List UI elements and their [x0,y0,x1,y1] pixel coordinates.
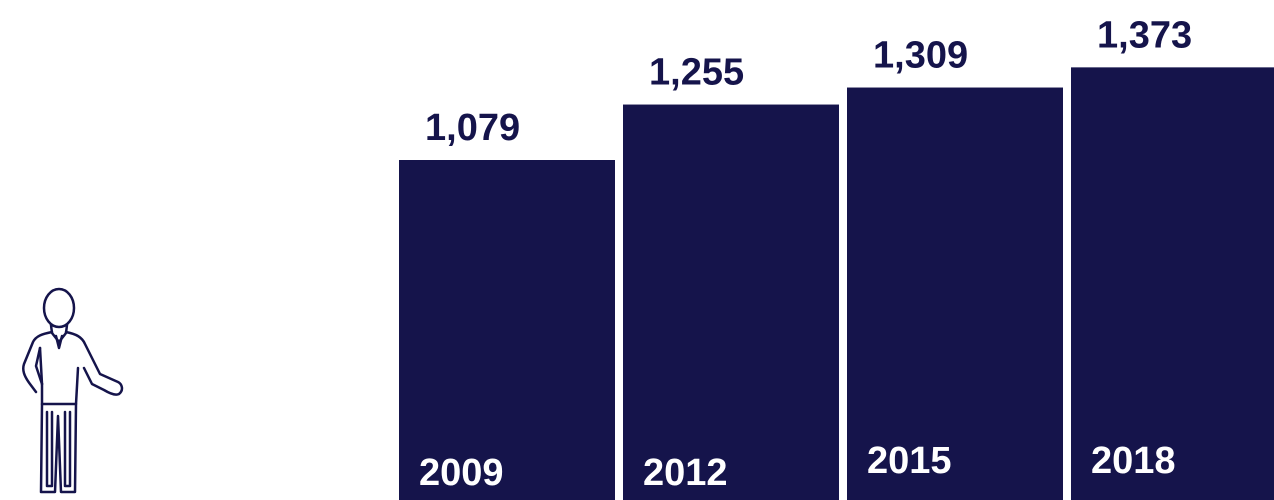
value-label-2015: 1,309 [873,35,968,77]
value-label-2018: 1,373 [1097,14,1192,56]
bar-2009 [399,160,615,500]
value-label-2009: 1,079 [425,107,520,149]
category-label-2018: 2018 [1091,440,1176,482]
value-label-2012: 1,255 [649,52,744,94]
bar-2018 [1071,67,1274,500]
category-label-2009: 2009 [419,452,504,494]
bar-2015 [847,87,1063,500]
bar-2012 [623,104,839,500]
category-label-2015: 2015 [867,440,952,482]
category-label-2012: 2012 [643,452,728,494]
person-icon [22,287,124,494]
